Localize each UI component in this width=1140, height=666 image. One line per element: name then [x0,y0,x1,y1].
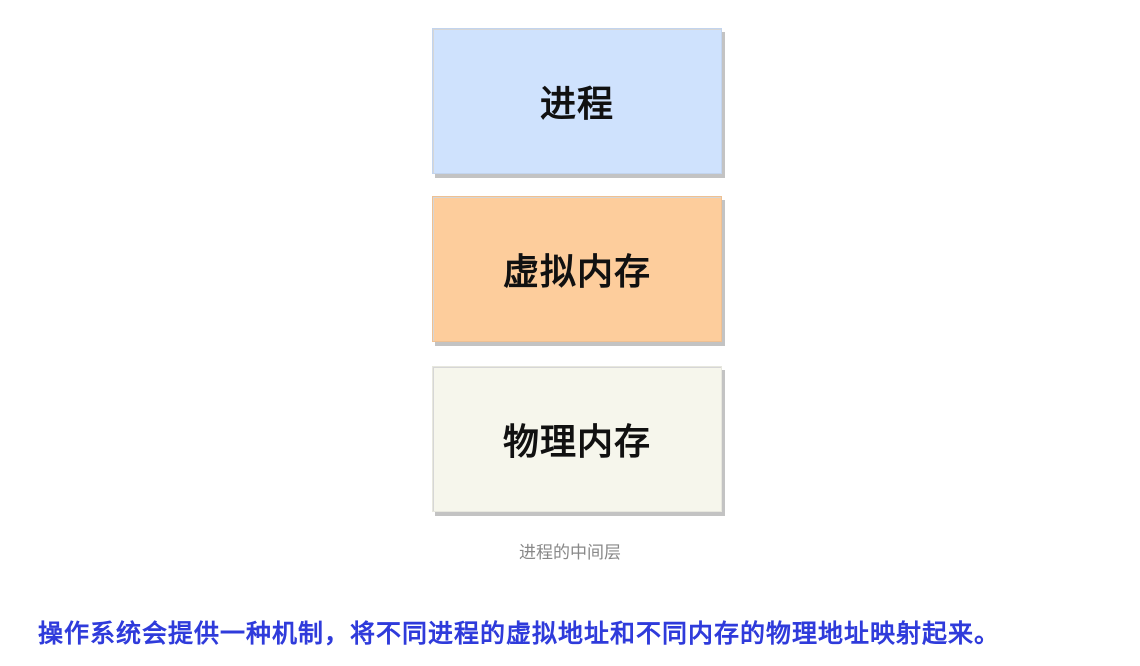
diagram-caption: 进程的中间层 [519,543,621,563]
physical-memory-box: 物理内存 [432,366,722,512]
summary-statement: 操作系统会提供一种机制，将不同进程的虚拟地址和不同内存的物理地址映射起来。 [38,619,1001,648]
physical-memory-label: 物理内存 [502,422,651,463]
virtual-memory-label: 虚拟内存 [502,252,651,293]
process-label: 进程 [539,84,614,125]
virtual-memory-box: 虚拟内存 [432,196,722,342]
process-box: 进程 [432,28,722,174]
